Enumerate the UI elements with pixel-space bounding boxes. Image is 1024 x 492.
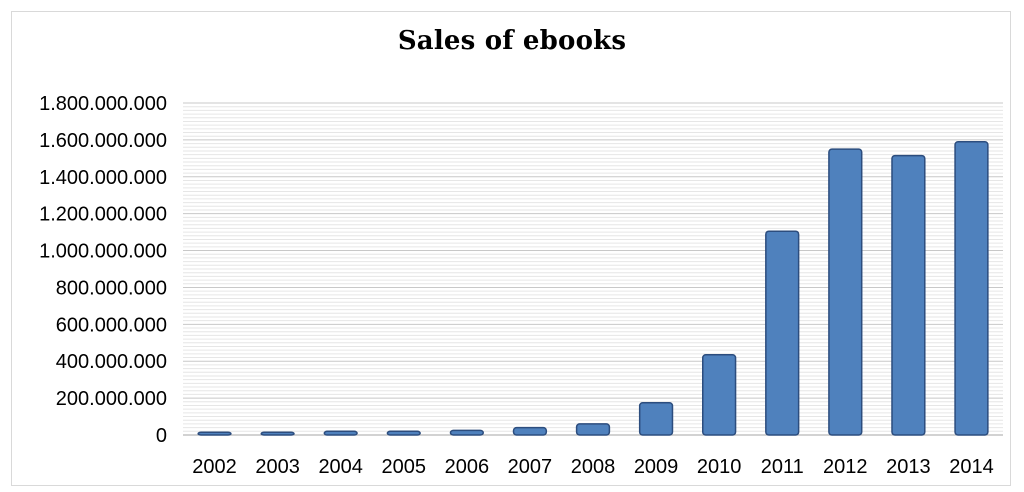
y-tick-label: 1.400.000.000: [39, 167, 167, 189]
bar-2002: [197, 431, 232, 436]
bar-2005: [386, 430, 421, 436]
bar-2007: [512, 426, 548, 436]
y-tick-label: 1.200.000.000: [39, 204, 167, 226]
x-tick-label: 2006: [445, 456, 490, 478]
x-tick-label: 2012: [823, 456, 868, 478]
x-tick-label: 2011: [761, 456, 804, 478]
bar-2012: [828, 148, 863, 436]
bar-2003: [260, 431, 295, 436]
bars: [197, 140, 989, 436]
y-tick-label: 800.000.000: [56, 277, 167, 299]
y-tick-label: 1.600.000.000: [39, 130, 167, 152]
x-tick-label: 2008: [571, 456, 616, 478]
x-tick-label: 2007: [508, 456, 553, 478]
y-tick-label: 600.000.000: [56, 314, 167, 336]
x-tick-label: 2014: [949, 456, 994, 478]
bar-2004: [323, 430, 358, 436]
bar-2008: [575, 423, 611, 436]
bar-2010: [702, 354, 737, 436]
x-tick-label: 2002: [192, 456, 237, 478]
y-tick-label: 0: [156, 425, 167, 447]
x-axis-tick-labels: 2002 2003 2004 2005 2006 2007 2008 2009 2010 2011…: [192, 456, 993, 478]
y-tick-label: 1.000.000.000: [39, 241, 167, 263]
gridlines: [183, 102, 1003, 436]
x-tick-label: 2010: [697, 456, 742, 478]
bar-2014: [954, 140, 989, 436]
bar-2013: [891, 154, 926, 436]
x-tick-label: 2013: [886, 456, 931, 478]
x-tick-label: 2003: [255, 456, 300, 478]
bar-2011: [765, 230, 800, 436]
chart-title: Sales of ebooks: [397, 26, 627, 56]
bar-2006: [449, 429, 484, 436]
x-tick-label: 2009: [634, 456, 679, 478]
bar-2009: [638, 401, 674, 436]
x-tick-label: 2004: [318, 456, 363, 478]
x-tick-label: 2005: [382, 456, 427, 478]
y-tick-label: 1.800.000.000: [39, 93, 167, 115]
y-tick-label: 200.000.000: [56, 388, 167, 410]
y-tick-label: 400.000.000: [56, 351, 167, 373]
y-axis-tick-labels: 0 200.000.000 400.000.000 600.000.000 800.00…: [39, 93, 167, 447]
